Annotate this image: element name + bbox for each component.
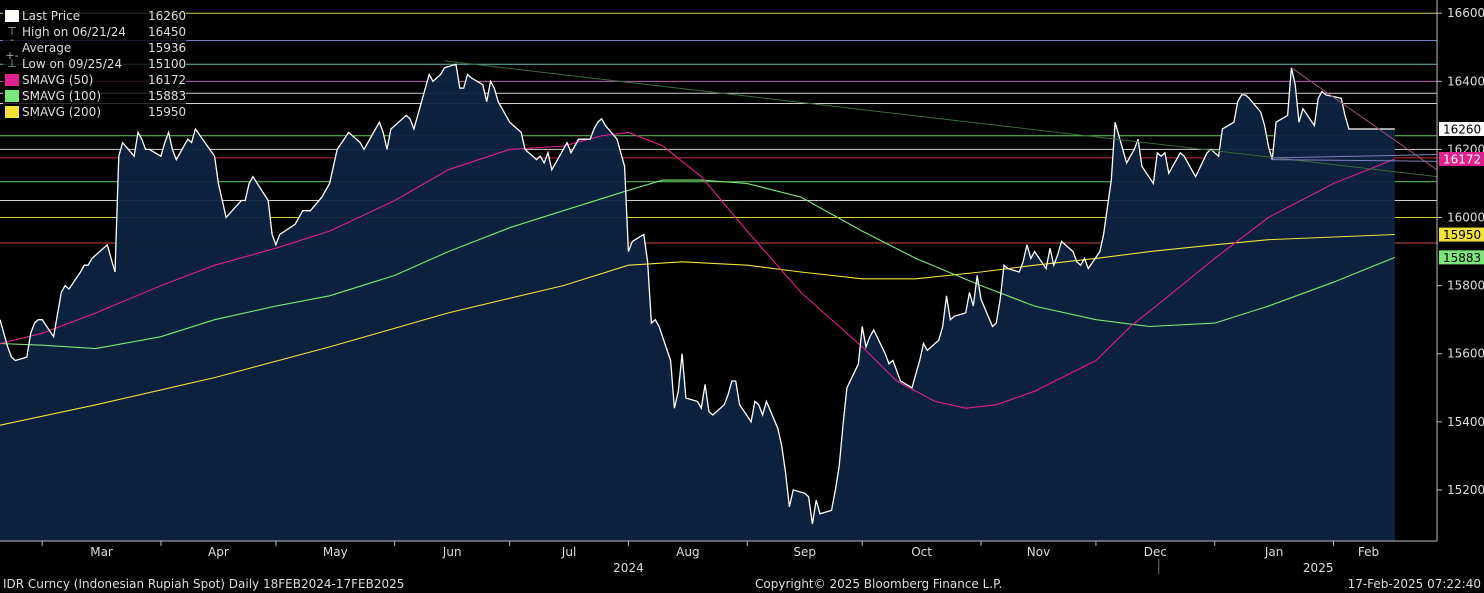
series-line-smavg-100 bbox=[0, 179, 1396, 350]
legend-label: Last Price bbox=[22, 9, 81, 23]
trend-lines bbox=[444, 60, 1438, 178]
trend-line bbox=[1291, 67, 1438, 171]
legend-row-average: -+- Average 15936 bbox=[3, 33, 187, 62]
y-tick-label: 16000 bbox=[1447, 211, 1484, 225]
legend-marker-last-price bbox=[5, 10, 19, 22]
legend-value: 16172 bbox=[148, 73, 187, 87]
legend-label: SMAVG (200) bbox=[22, 105, 102, 119]
x-tick-label: Feb bbox=[1358, 545, 1379, 559]
y-tick-label: 15800 bbox=[1447, 279, 1484, 293]
price-area-fill bbox=[0, 64, 1395, 542]
legend-marker-smavg-100 bbox=[5, 90, 19, 102]
legend-marker-smavg-200 bbox=[5, 106, 19, 118]
legend-row-low: ⊥ Low on 09/25/24 15100 bbox=[3, 56, 186, 72]
band-line bbox=[1272, 154, 1438, 159]
x-tick-label: Dec bbox=[1144, 545, 1167, 559]
legend-value: 15950 bbox=[148, 105, 187, 119]
legend-value: 15100 bbox=[148, 57, 187, 71]
legend-value: 15883 bbox=[148, 89, 187, 103]
band-line bbox=[1272, 159, 1438, 162]
y-tick-label: 16400 bbox=[1447, 74, 1484, 88]
y-tick-label: 15200 bbox=[1447, 483, 1484, 497]
x-year-label: 2024 bbox=[613, 561, 644, 575]
footer-copyright: Copyright© 2025 Bloomberg Finance L.P. bbox=[755, 577, 1003, 591]
legend-label: Average bbox=[22, 41, 72, 55]
legend-label: SMAVG (100) bbox=[22, 89, 102, 103]
x-tick-label: Apr bbox=[208, 545, 229, 559]
legend-row-smavg-100: SMAVG (100) 15883 bbox=[3, 88, 186, 104]
legend-marker-smavg-50 bbox=[5, 74, 19, 86]
x-year-label: 2025 bbox=[1303, 561, 1334, 575]
axis-badge bbox=[1439, 151, 1484, 166]
axis-badge-label: 16172 bbox=[1443, 152, 1481, 166]
legend-value: 16450 bbox=[148, 25, 187, 39]
axis-badge bbox=[1439, 121, 1484, 136]
average-marker-icon: -+- bbox=[5, 33, 19, 62]
legend-row-smavg-50: SMAVG (50) 16172 bbox=[3, 72, 186, 88]
y-tick-label: 15600 bbox=[1447, 347, 1484, 361]
legend-label: Low on 09/25/24 bbox=[22, 57, 123, 71]
x-tick-label: May bbox=[323, 545, 348, 559]
legend: Last Price 16260 ⊤ High on 06/21/24 1645… bbox=[3, 8, 186, 120]
x-tick-label: Jul bbox=[561, 545, 576, 559]
legend-value: 16260 bbox=[148, 9, 187, 23]
x-tick-label: Oct bbox=[911, 545, 932, 559]
legend-row-high: ⊤ High on 06/21/24 16450 bbox=[3, 24, 186, 40]
legend-row-smavg-200: SMAVG (200) 15950 bbox=[3, 104, 186, 120]
x-tick-label: Mar bbox=[90, 545, 113, 559]
series-line-last-price bbox=[0, 63, 1395, 525]
axis-badge-label: 15883 bbox=[1443, 251, 1481, 265]
axes: 1520015400156001580016000162001640016600… bbox=[0, 0, 1484, 575]
axis-badges: 16260 16172 15950 15883 bbox=[1439, 121, 1484, 265]
legend-value: 15936 bbox=[148, 41, 187, 55]
legend-row-last-price: Last Price 16260 bbox=[3, 8, 186, 24]
x-tick-label: Nov bbox=[1027, 545, 1050, 559]
footer-security-description: IDR Curncy (Indonesian Rupiah Spot) Dail… bbox=[3, 577, 405, 591]
footer: IDR Curncy (Indonesian Rupiah Spot) Dail… bbox=[0, 576, 1484, 593]
axis-badge bbox=[1439, 227, 1484, 242]
footer-timestamp: 17-Feb-2025 07:22:40 bbox=[1347, 577, 1481, 591]
x-tick-label: Jun bbox=[442, 545, 462, 559]
y-tick-label: 16600 bbox=[1447, 6, 1484, 20]
series-lines bbox=[0, 63, 1396, 525]
axis-badge-label: 16260 bbox=[1443, 122, 1481, 136]
x-tick-label: Jan bbox=[1264, 545, 1284, 559]
low-marker-icon: ⊥ bbox=[7, 57, 17, 70]
y-tick-label: 15400 bbox=[1447, 415, 1484, 429]
legend-label: High on 06/21/24 bbox=[22, 25, 127, 39]
high-marker-icon: ⊤ bbox=[7, 25, 17, 38]
x-tick-label: Sep bbox=[793, 545, 816, 559]
legend-label: SMAVG (50) bbox=[22, 73, 94, 87]
axis-badge-label: 15950 bbox=[1443, 228, 1481, 242]
price-area bbox=[0, 64, 1395, 542]
series-line-smavg-200 bbox=[0, 233, 1395, 426]
axis-badge bbox=[1439, 250, 1484, 265]
x-tick-label: Aug bbox=[676, 545, 699, 559]
series-line-smavg-50 bbox=[0, 131, 1396, 409]
trend-line bbox=[444, 60, 1438, 178]
